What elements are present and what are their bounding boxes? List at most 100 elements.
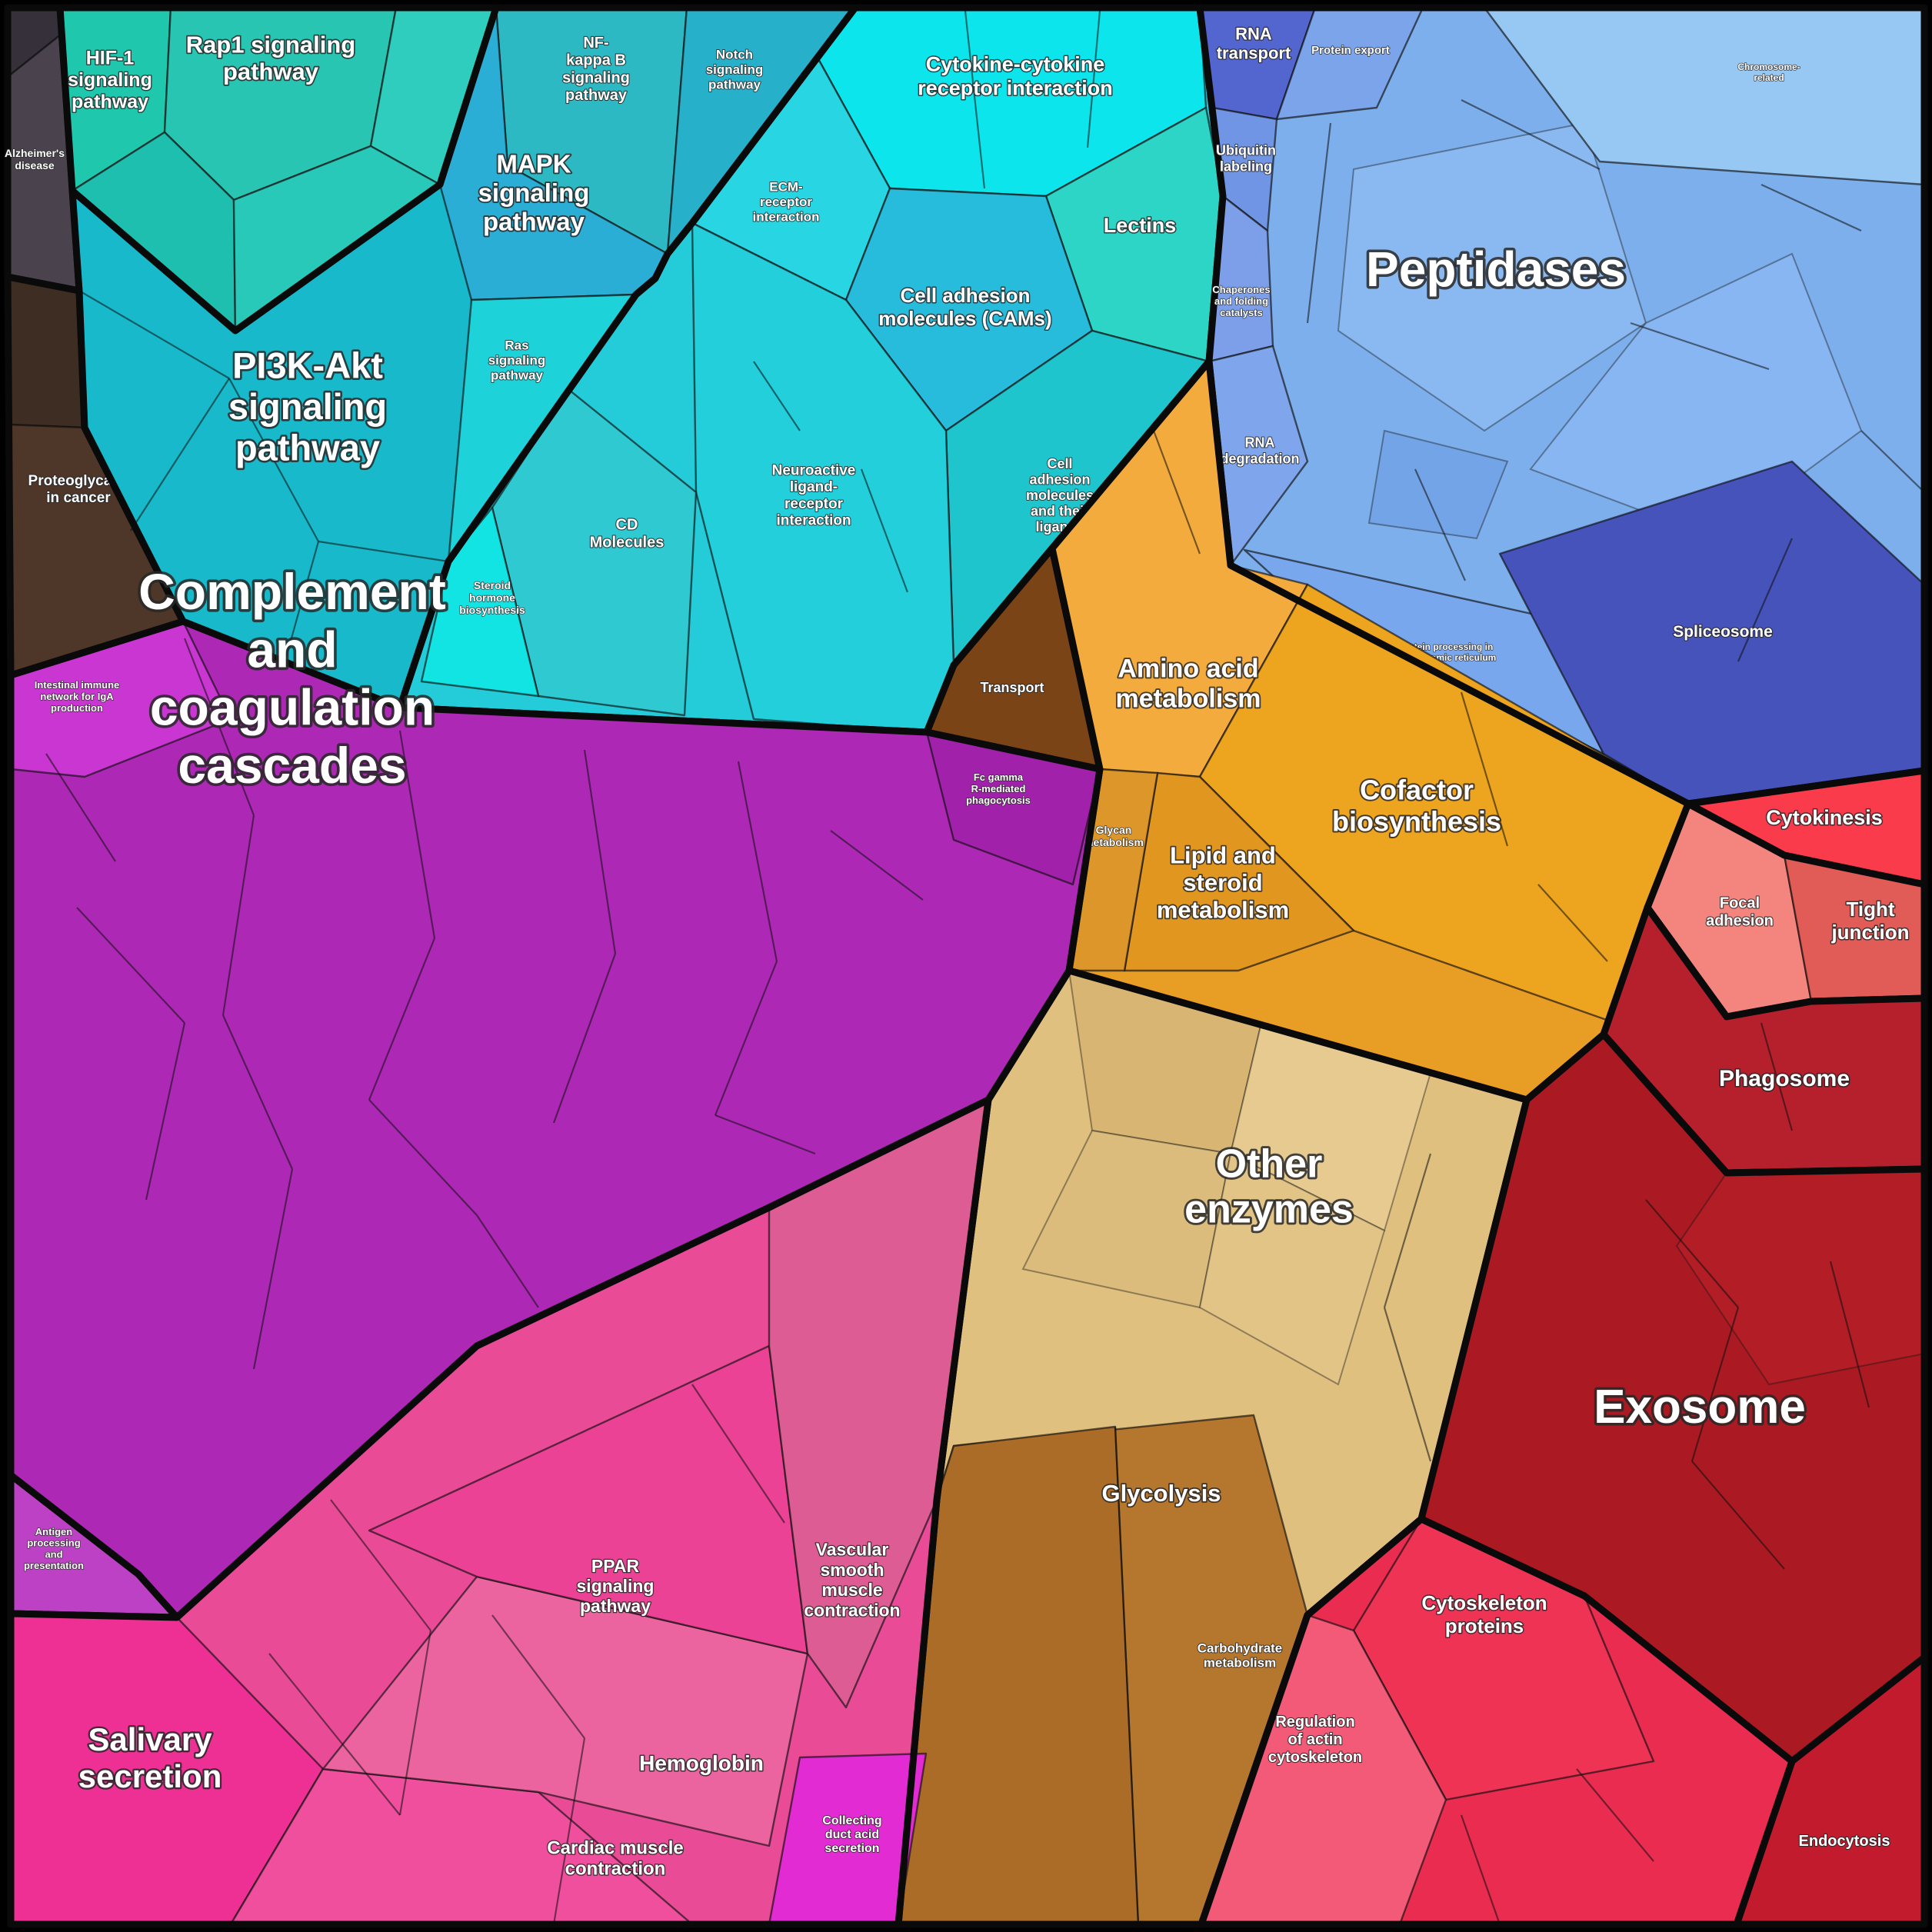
label-neuroactive-ligand-receptor-interaction: Neuroactive ligand-receptor interaction <box>772 463 856 529</box>
cell-border-line <box>1690 1307 1740 1462</box>
label-cofactor-biosynthesis: Cofactor biosynthesis <box>1332 774 1501 837</box>
cell-border-line <box>1461 99 1601 170</box>
group-organismal-pink-group: Salivary secretion Cardiac muscle contracti… <box>7 1096 992 1928</box>
label-glycan-metabolism: Glycan metabolism <box>1084 824 1144 848</box>
label-ras-signaling-pathway: Ras signaling pathway <box>488 338 546 383</box>
group-junction-group: Focal adhesion Tight junction <box>1644 800 1928 1021</box>
cell-border-line <box>330 1499 431 1631</box>
cell-border-line <box>368 938 436 1101</box>
group-signaling-green-group: HIF-1 signaling pathway Rap1 signaling pathw… <box>56 4 500 335</box>
label-regulation-of-actin-cytoskeleton: Regulation of actin cytoskeleton <box>1268 1714 1362 1766</box>
cell-border-line <box>1760 184 1862 232</box>
label-ubiquitin-labeling: Ubiquitin labeling <box>1216 143 1276 175</box>
cell-border-line <box>1306 122 1332 324</box>
cell-border-line <box>76 907 185 1024</box>
label-salivary-secretion: Salivary secretion <box>78 1721 222 1794</box>
label-phagosome: Phagosome <box>1719 1066 1850 1091</box>
cell-border-line <box>1114 1426 1140 1925</box>
cell-border-line <box>398 730 436 939</box>
label-focal-adhesion: Focal adhesion <box>1706 895 1774 930</box>
group-cytoskeleton-group: Cytoskeleton proteins Regulation of actin cy… <box>1198 1515 1796 1928</box>
cell-border-line <box>1576 1768 1654 1862</box>
cell-border-line <box>753 361 801 431</box>
cell-border-line <box>283 541 320 664</box>
label-endocytosis: Endocytosis <box>1799 1833 1890 1850</box>
label-lectins: Lectins <box>1104 214 1177 237</box>
cell-border-line <box>228 378 319 542</box>
cell-border-line <box>318 540 449 563</box>
shade-cell <box>1337 122 1647 432</box>
cell-border-line <box>1383 1307 1432 1462</box>
group-exosome-group: Exosome <box>1417 1031 1928 1765</box>
cell-border-line <box>252 1168 294 1370</box>
cell-border-line <box>860 468 909 593</box>
cell-border-line <box>1645 1199 1739 1308</box>
label-complement-and-coagulation-cascades: Complement and coagulation cascades <box>138 563 446 794</box>
cell-border-line <box>476 1214 539 1308</box>
label-other-enzymes: Other enzymes <box>1184 1141 1354 1231</box>
label-carbohydrate-metabolism: Carbohydrate metabolism <box>1198 1641 1283 1670</box>
label-ecm-receptor-interaction: ECM-receptor interaction <box>753 180 820 225</box>
group-base-phagosome-group <box>1604 908 1924 1173</box>
cell-border-line <box>964 10 986 189</box>
cell-border-line <box>552 953 617 1124</box>
group-outline-cytoskeleton-group <box>1198 1515 1796 1928</box>
label-notch-signaling-pathway: Notch signaling pathway <box>706 48 764 92</box>
cell-border-line <box>268 1653 401 1816</box>
cell-border-line <box>78 290 230 379</box>
label-amino-acid-metabolism: Amino acid metabolism <box>1116 655 1261 714</box>
cell-border-line <box>368 1099 478 1216</box>
cell-border-line <box>45 753 116 862</box>
label-alzheimers-disease: Alzheimer's disease <box>5 147 65 172</box>
label-chaperones-and-folding-catalysts: Chaperones and folding catalysts <box>1212 284 1270 318</box>
group-phagosome-group: Phagosome <box>1600 904 1928 1177</box>
group-peptidases-group: RNA transport Protein export Chromosome-rel… <box>1196 4 1928 808</box>
cell-border-line <box>714 961 778 1116</box>
label-protein-export: Protein export <box>1311 44 1390 57</box>
label-antigen-processing-and-presentation: Antigen processing and presentation <box>24 1526 84 1571</box>
cell-border-line <box>398 1630 432 1816</box>
label-peptidases: Peptidases <box>1366 242 1626 297</box>
group-signaling-molecules-group: Cytokine-cytokine receptor interaction Lec… <box>396 4 1227 736</box>
label-rna-degradation: RNA degradation <box>1220 435 1299 467</box>
label-rap1-signaling-pathway: Rap1 signaling pathway <box>186 31 355 85</box>
group-outline-organismal-pink-group <box>7 1096 992 1928</box>
label-spliceosome: Spliceosome <box>1673 623 1773 641</box>
label-tight-junction: Tight junction <box>1830 898 1909 944</box>
label-intestinal-immune-network-iga: Intestinal immune network for IgA producti… <box>35 679 120 714</box>
label-cardiac-muscle-contraction: Cardiac muscle contraction <box>547 1837 683 1879</box>
cell-border-line <box>1537 884 1608 962</box>
label-glycolysis: Glycolysis <box>1101 1480 1221 1507</box>
cell-border-line <box>691 1384 785 1524</box>
cell-border-line <box>583 749 617 954</box>
cell-proteoglycans-sliver[interactable] <box>6 275 86 429</box>
label-cytokine-cytokine-receptor-interaction: Cytokine-cytokine receptor interaction <box>918 53 1113 100</box>
label-transport: Transport <box>980 680 1044 695</box>
label-cytokinesis: Cytokinesis <box>1766 806 1883 829</box>
cell-border-line <box>145 1022 186 1201</box>
cell-border-line <box>1086 10 1101 148</box>
cell-border-line <box>1829 1261 1870 1408</box>
shade-cell <box>1198 1152 1386 1386</box>
cell-border-line <box>1414 468 1467 581</box>
label-ppar-signaling-pathway: PPAR signaling pathway <box>577 1556 655 1616</box>
cell-border-line <box>222 1014 294 1170</box>
label-cell-adhesion-molecules-cams: Cell adhesion molecules (CAMs) <box>878 284 1051 330</box>
cell-border-line <box>130 378 230 531</box>
cell-border-line <box>183 638 255 816</box>
label-steroid-hormone-biosynthesis: Steroid hormone biosynthesis <box>459 579 525 616</box>
cell-border-line <box>491 1614 585 1739</box>
group-endocytosis-group: Endocytosis <box>1733 1654 1928 1928</box>
cell-border-line <box>552 1737 586 1925</box>
label-proteoglycans-in-cancer: Proteoglycans in cancer <box>28 473 129 506</box>
label-collecting-duct-acid-secretion: Collecting duct acid secretion <box>822 1814 881 1855</box>
cell-cd-molecules[interactable] <box>491 388 698 717</box>
label-hif1-signaling-pathway: HIF-1 signaling pathway <box>68 48 152 113</box>
cell-border-line <box>1737 538 1794 662</box>
cell-border-line <box>830 830 924 901</box>
cell-border-line <box>1383 1153 1432 1308</box>
label-lipid-and-steroid-metabolism: Lipid and steroid metabolism <box>1157 842 1289 924</box>
label-cd-molecules: CD Molecules <box>590 517 665 551</box>
